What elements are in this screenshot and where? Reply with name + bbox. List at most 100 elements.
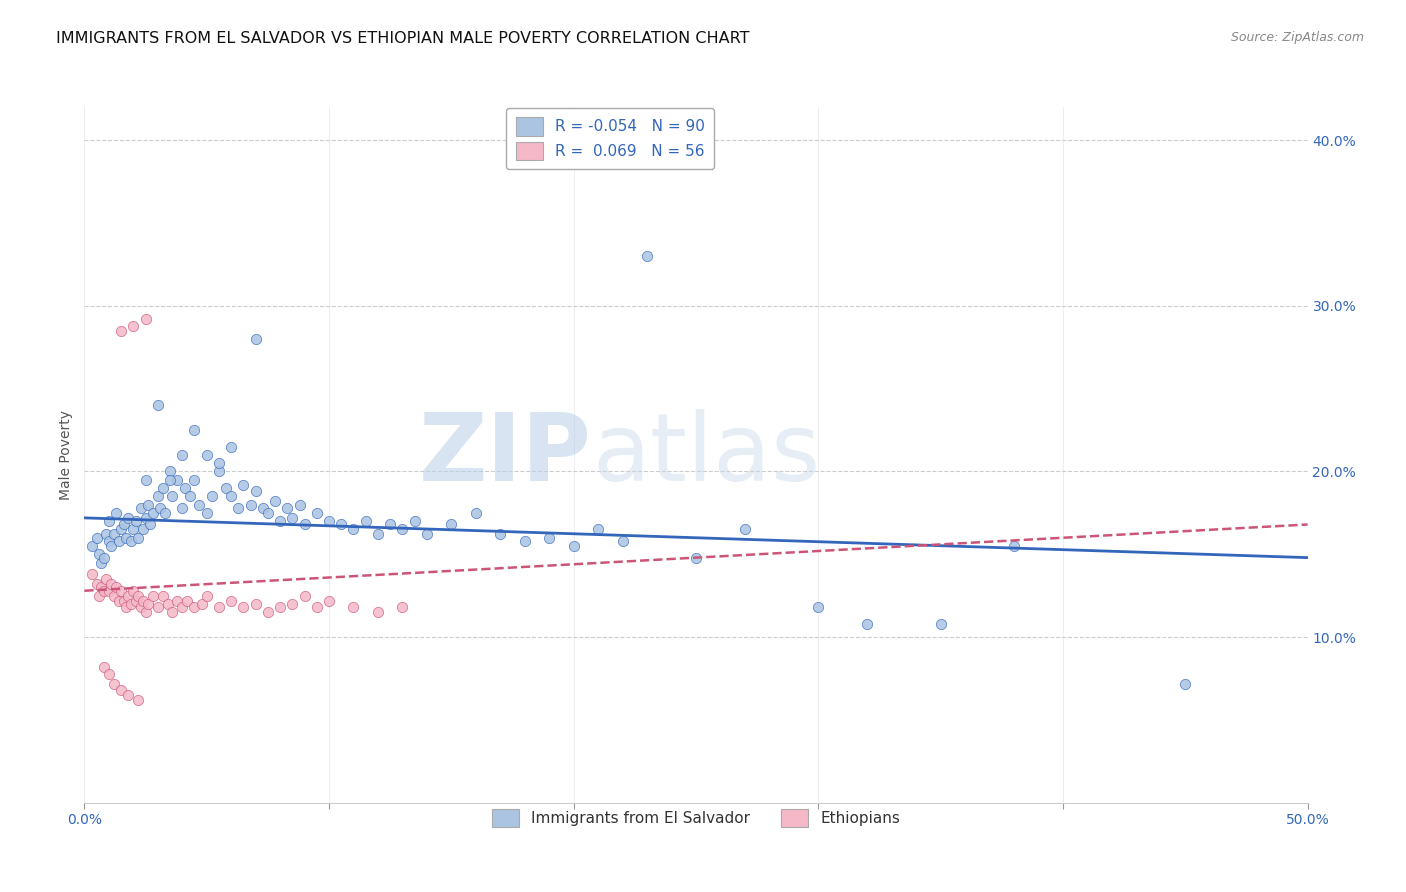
Point xyxy=(122,583,145,598)
Point xyxy=(416,527,439,541)
Point xyxy=(159,473,181,487)
Point xyxy=(191,597,214,611)
Point xyxy=(96,527,118,541)
Point xyxy=(120,597,142,611)
Point xyxy=(188,498,211,512)
Point xyxy=(464,506,486,520)
Point xyxy=(86,577,108,591)
Point xyxy=(176,593,198,607)
Point xyxy=(110,683,132,698)
Point xyxy=(172,448,194,462)
Point xyxy=(245,484,267,499)
Point xyxy=(152,481,174,495)
Point xyxy=(183,473,205,487)
Point xyxy=(208,600,231,615)
Point xyxy=(112,517,135,532)
Point xyxy=(586,523,609,537)
Point xyxy=(391,600,413,615)
Point xyxy=(105,581,128,595)
Point xyxy=(97,514,120,528)
Point xyxy=(288,498,311,512)
Point xyxy=(219,440,242,454)
Point xyxy=(110,583,132,598)
Point xyxy=(127,589,149,603)
Point xyxy=(172,500,194,515)
Point xyxy=(115,531,138,545)
Point xyxy=(342,600,364,615)
Point xyxy=(136,597,159,611)
Point xyxy=(685,550,707,565)
Point xyxy=(97,534,120,549)
Point xyxy=(929,616,952,631)
Point xyxy=(538,531,561,545)
Point xyxy=(195,506,218,520)
Point xyxy=(87,589,110,603)
Point xyxy=(208,456,231,470)
Point xyxy=(257,605,280,619)
Point xyxy=(146,489,169,503)
Point xyxy=(200,489,222,503)
Point xyxy=(112,593,135,607)
Point xyxy=(136,498,159,512)
Point xyxy=(135,605,157,619)
Point xyxy=(107,534,129,549)
Point xyxy=(152,589,174,603)
Point xyxy=(132,593,155,607)
Point xyxy=(380,517,402,532)
Point xyxy=(232,600,254,615)
Point xyxy=(103,589,125,603)
Point xyxy=(228,500,250,515)
Point xyxy=(367,605,389,619)
Point xyxy=(103,527,125,541)
Point xyxy=(294,517,316,532)
Point xyxy=(166,593,188,607)
Point xyxy=(208,465,231,479)
Point xyxy=(367,527,389,541)
Point xyxy=(305,600,328,615)
Point xyxy=(87,547,110,561)
Point xyxy=(127,531,149,545)
Point xyxy=(80,567,103,582)
Point xyxy=(135,312,157,326)
Point xyxy=(239,498,262,512)
Point xyxy=(513,534,536,549)
Point xyxy=(142,506,165,520)
Point xyxy=(86,531,108,545)
Point xyxy=(404,514,426,528)
Point xyxy=(162,489,184,503)
Point xyxy=(1002,539,1025,553)
Point xyxy=(195,589,218,603)
Y-axis label: Male Poverty: Male Poverty xyxy=(59,410,73,500)
Point xyxy=(354,514,377,528)
Point xyxy=(117,589,139,603)
Point xyxy=(146,600,169,615)
Point xyxy=(129,500,152,515)
Point xyxy=(110,523,132,537)
Point xyxy=(276,500,298,515)
Point xyxy=(107,593,129,607)
Text: ZIP: ZIP xyxy=(419,409,592,501)
Point xyxy=(103,676,125,690)
Point xyxy=(117,511,139,525)
Point xyxy=(90,556,112,570)
Point xyxy=(125,593,148,607)
Text: atlas: atlas xyxy=(592,409,820,501)
Point xyxy=(269,600,291,615)
Point xyxy=(146,398,169,412)
Point xyxy=(807,600,830,615)
Point xyxy=(179,489,201,503)
Point xyxy=(183,423,205,437)
Point xyxy=(166,473,188,487)
Point xyxy=(245,597,267,611)
Point xyxy=(856,616,879,631)
Point xyxy=(489,527,512,541)
Point xyxy=(120,534,142,549)
Point xyxy=(100,539,122,553)
Point xyxy=(159,465,181,479)
Point xyxy=(127,693,149,707)
Point xyxy=(281,597,304,611)
Point xyxy=(122,318,145,333)
Point xyxy=(219,593,242,607)
Point xyxy=(125,514,148,528)
Point xyxy=(183,600,205,615)
